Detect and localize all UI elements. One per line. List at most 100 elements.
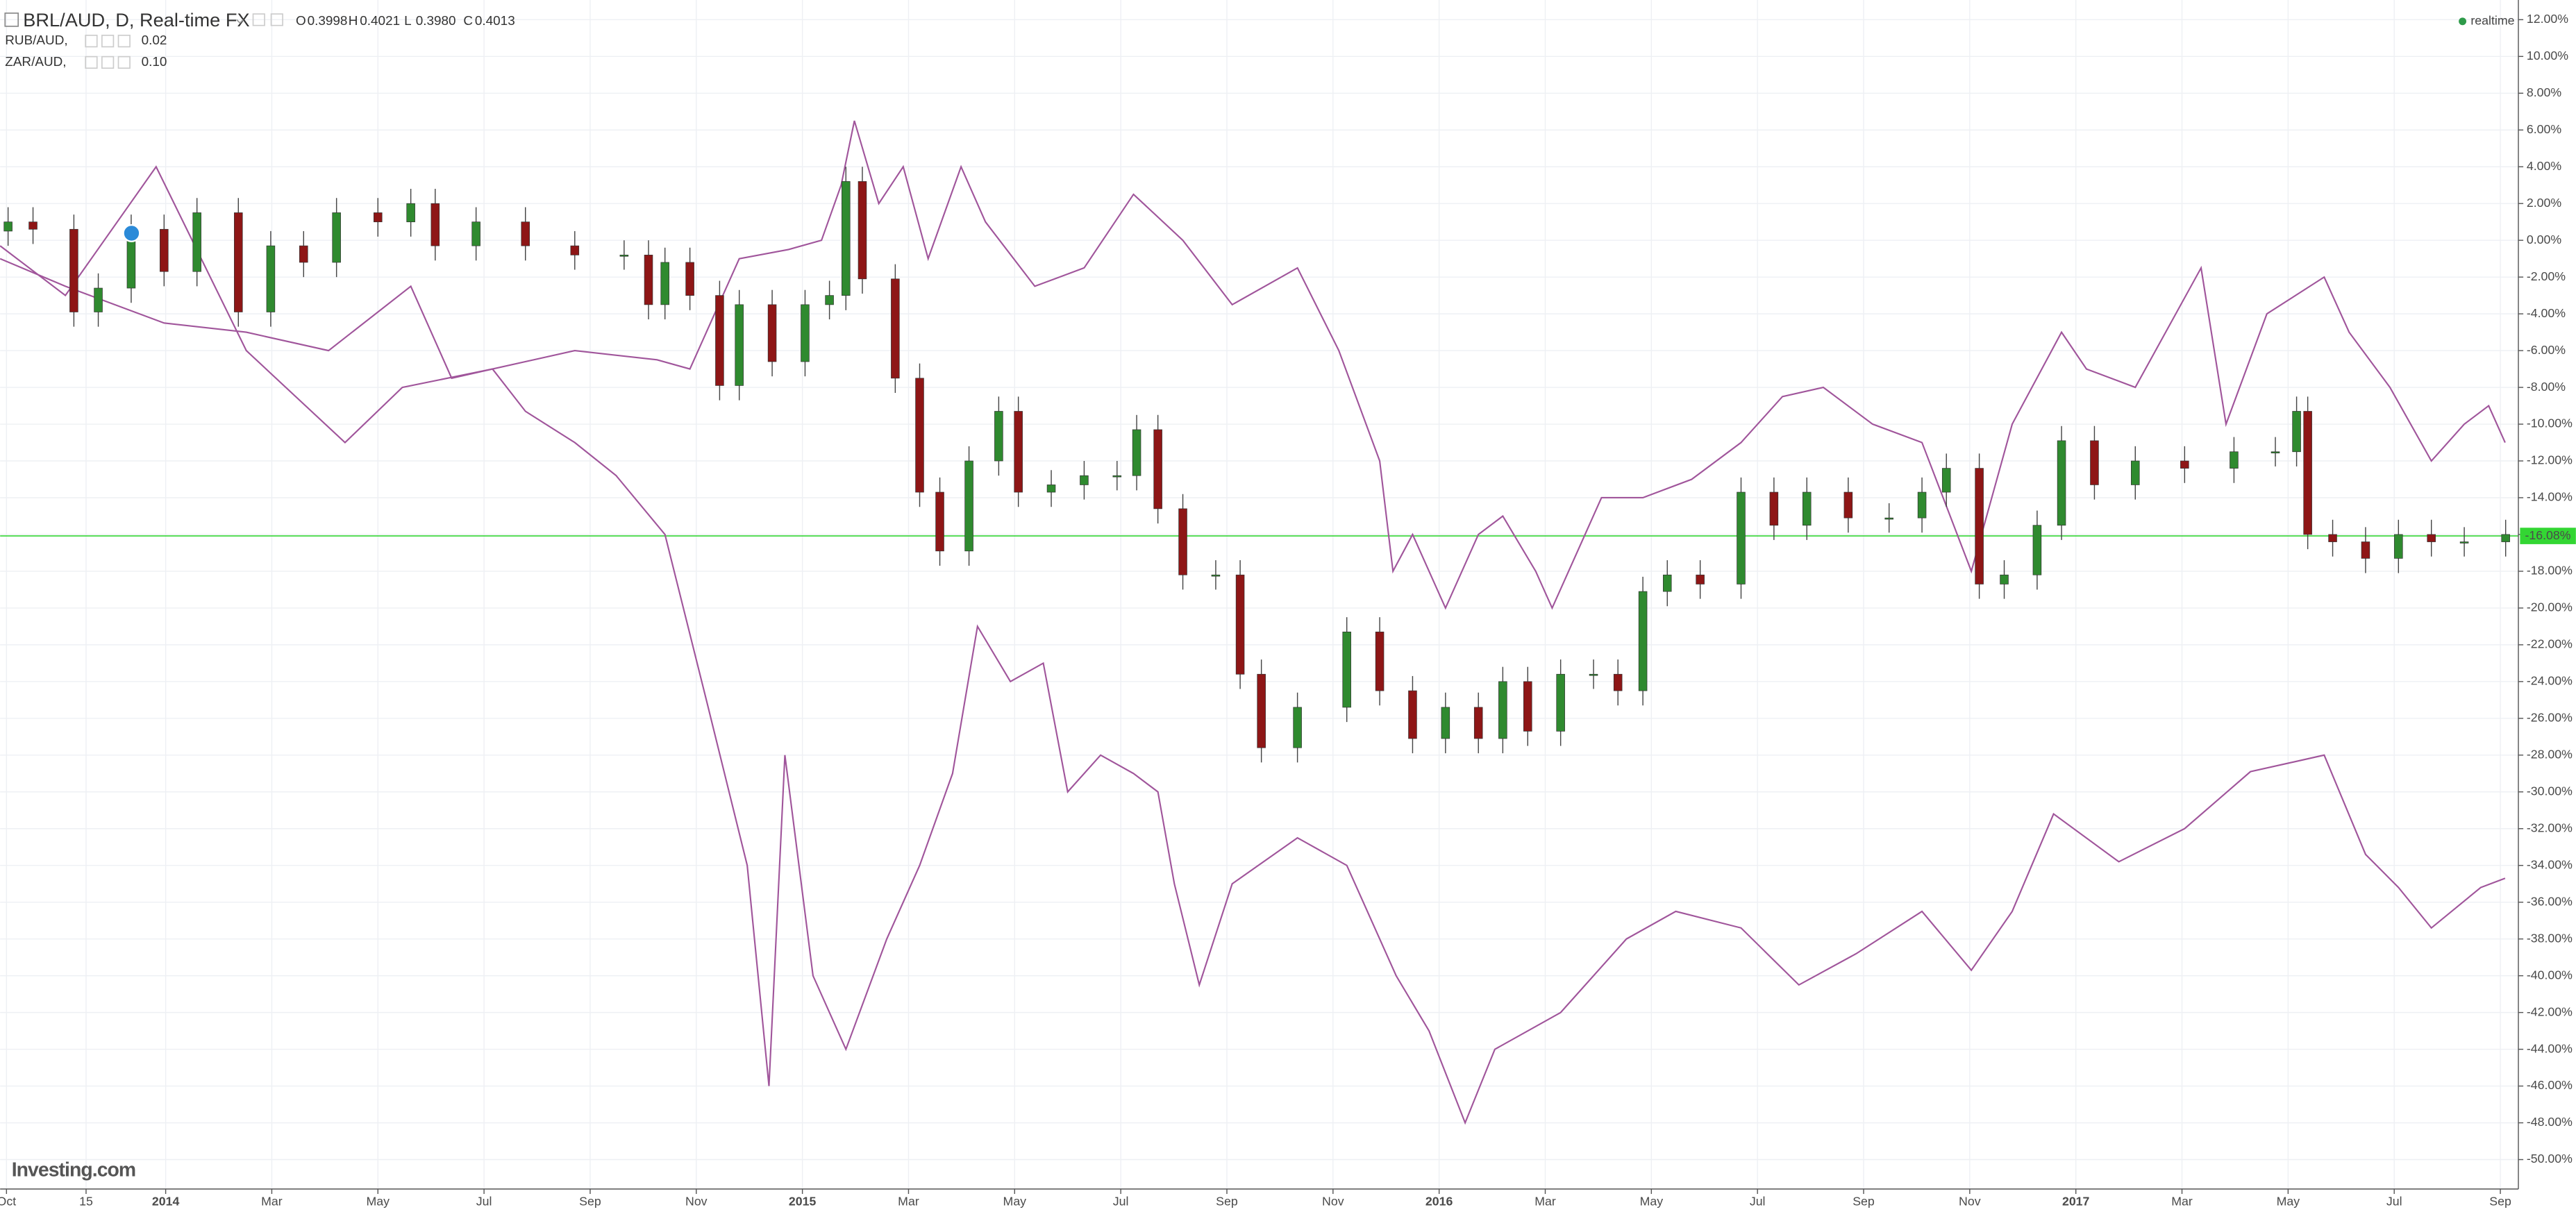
grid	[0, 0, 2519, 1189]
candle-body	[3, 221, 12, 232]
y-tick-label: 12.00%	[2527, 12, 2568, 26]
candle-body	[94, 287, 103, 312]
candle-body	[1556, 673, 1565, 732]
candle-body	[2292, 411, 2301, 453]
dropdown-icon[interactable]	[236, 19, 244, 24]
ohlc-key: C	[463, 14, 473, 28]
watermark: Investing.com	[12, 1159, 135, 1181]
hide-button[interactable]	[270, 13, 283, 26]
y-tick-label: -6.00%	[2527, 343, 2566, 357]
legend-entry: ZAR/AUD,	[5, 55, 66, 69]
hide-button[interactable]	[101, 56, 115, 69]
candle-body	[1589, 673, 1598, 676]
candle-body	[2427, 534, 2436, 542]
last-price-box	[2520, 528, 2576, 544]
header: O 0.3998 H 0.4021 L 0.3980 C 0.4013 RUB/AUD, 0.02…	[5, 14, 515, 69]
candle-body	[1375, 631, 1385, 691]
event-marker[interactable]	[122, 224, 141, 242]
candle-body	[935, 491, 944, 552]
x-tick-label: Mar	[1534, 1194, 1556, 1208]
chart-title: BRL/AUD, D, Real-time FX	[23, 9, 249, 31]
candle-body	[1257, 673, 1266, 748]
candle-body	[1662, 574, 1672, 592]
candle-body	[801, 304, 810, 362]
candle-body	[619, 255, 629, 257]
x-tick-label: Sep	[1216, 1194, 1238, 1208]
candle-body	[715, 295, 724, 386]
settings-button[interactable]	[85, 35, 98, 48]
y-tick-label: -20.00%	[2527, 600, 2573, 614]
candle-body	[2394, 534, 2403, 559]
x-tick-label: May	[367, 1194, 390, 1208]
ohlc-key: L	[404, 14, 412, 28]
y-tick-label: -40.00%	[2527, 968, 2573, 982]
x-tick-label: Mar	[261, 1194, 283, 1208]
candle-body	[858, 181, 867, 280]
collapse-icon[interactable]	[4, 12, 19, 27]
candle-body	[521, 221, 530, 246]
candle-body	[1408, 690, 1417, 739]
y-tick-label: 6.00%	[2527, 122, 2562, 136]
ohlc-value: 0.3980	[416, 14, 456, 28]
candle-body	[69, 228, 78, 312]
ohlc-key: O	[296, 14, 306, 28]
remove-button[interactable]	[117, 35, 131, 48]
y-tick-label: -36.00%	[2527, 894, 2573, 908]
candle-body	[1696, 574, 1705, 584]
overlay-line	[0, 165, 2506, 1125]
status-dot	[2459, 17, 2467, 26]
candle-body	[266, 245, 276, 312]
candle-body	[430, 203, 440, 246]
candle-body	[1498, 681, 1507, 739]
candle-body	[2000, 574, 2009, 584]
y-tick-label: -8.00%	[2527, 380, 2566, 394]
series-buttons	[85, 13, 283, 69]
candle-body	[2090, 440, 2099, 485]
overlay-line	[0, 120, 2506, 610]
candle-body	[2131, 460, 2140, 485]
candle-body	[406, 203, 415, 223]
hide-button[interactable]	[101, 35, 115, 48]
settings-button[interactable]	[252, 13, 265, 26]
y-tick-label: 10.00%	[2527, 49, 2568, 62]
candle-body	[1802, 491, 1812, 526]
candle-body	[1293, 707, 1302, 748]
remove-button[interactable]	[117, 56, 131, 69]
ohlc-key: H	[349, 14, 358, 28]
x-tick-label: Jul	[476, 1194, 492, 1208]
candle-body	[2303, 411, 2312, 535]
plot-area	[0, 120, 2519, 1125]
candle-body	[570, 245, 580, 255]
legend-value: 0.02	[142, 33, 167, 48]
settings-button[interactable]	[85, 56, 98, 69]
y-tick-label: -24.00%	[2527, 674, 2573, 688]
y-tick-label: -10.00%	[2527, 416, 2573, 430]
candle-body	[1975, 468, 1984, 584]
candle-body	[1613, 673, 1623, 691]
candle-body	[994, 411, 1003, 462]
candle-body	[1917, 491, 1927, 519]
candle-body	[2270, 451, 2280, 454]
y-tick-label: -2.00%	[2527, 269, 2566, 283]
x-tick-label: 15	[79, 1194, 93, 1208]
candle-body	[471, 221, 480, 246]
y-tick-label: -48.00%	[2527, 1115, 2573, 1129]
y-tick-label: -30.00%	[2527, 784, 2573, 798]
x-tick-label: 2016	[1425, 1194, 1453, 1208]
candle-body	[1884, 517, 1893, 520]
legend-value: 0.10	[142, 55, 167, 69]
y-tick-label: -50.00%	[2527, 1152, 2573, 1165]
candle-body	[1441, 707, 1450, 739]
candle-body	[299, 245, 308, 263]
candle-body	[1523, 681, 1532, 732]
x-tick-label: Sep	[1852, 1194, 1875, 1208]
x-tick-label: Mar	[2171, 1194, 2193, 1208]
candle-body	[2230, 451, 2239, 469]
candle-body	[332, 212, 341, 263]
y-tick-label: -22.00%	[2527, 637, 2573, 651]
y-tick-label: -28.00%	[2527, 747, 2573, 761]
candle-body	[2361, 541, 2370, 559]
x-tick-label: Sep	[2489, 1194, 2511, 1208]
